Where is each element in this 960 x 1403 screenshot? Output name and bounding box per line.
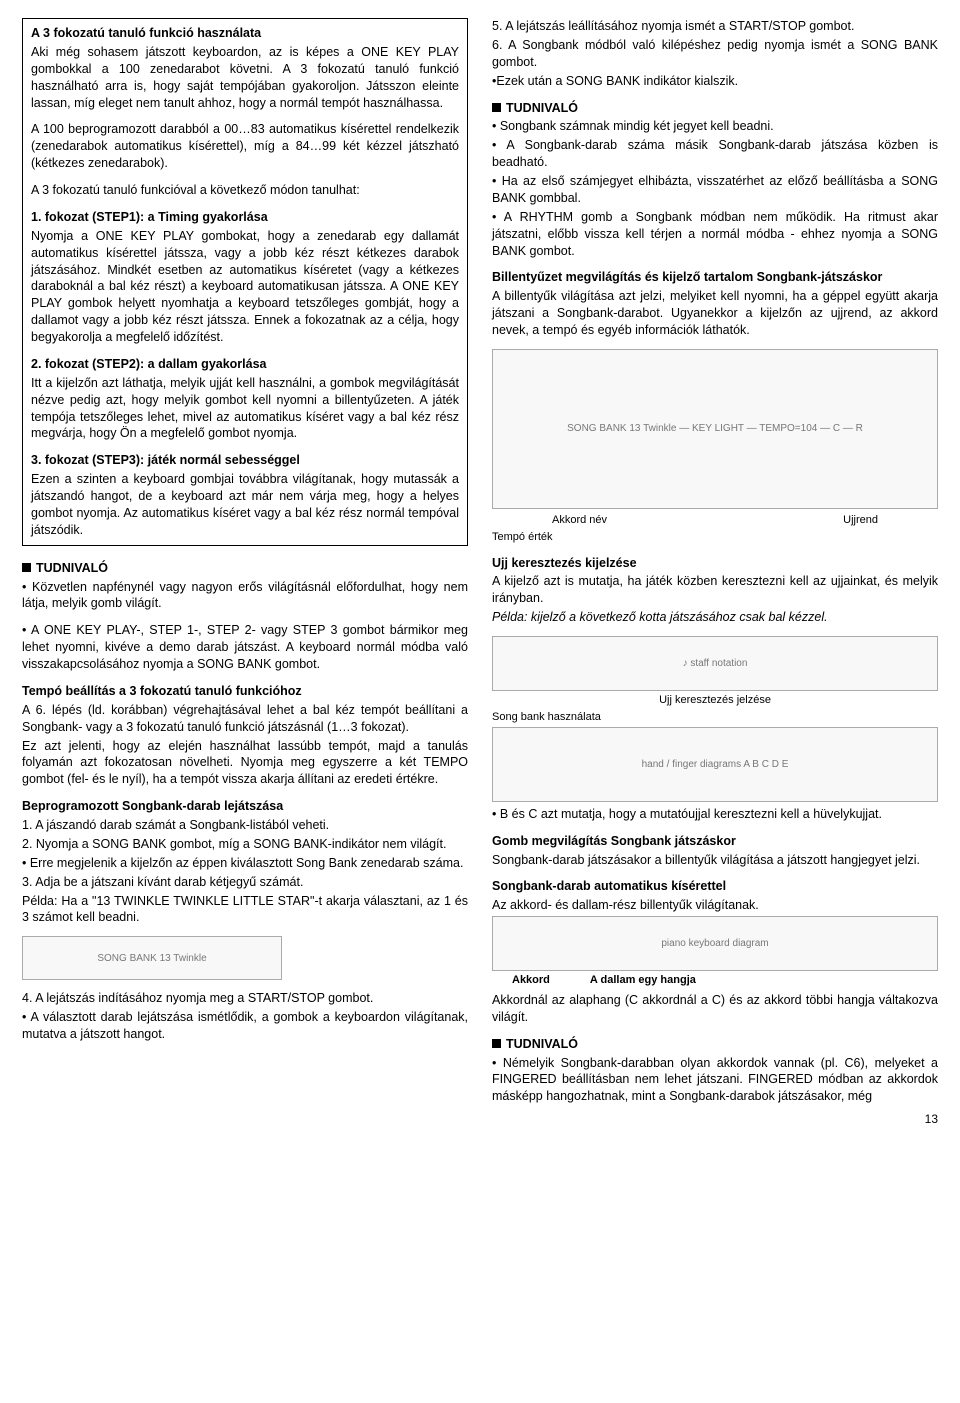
- bep-step2: 2. Nyomja a SONG BANK gombot, míg a SONG…: [22, 836, 468, 853]
- tud2-b2: • A Songbank-darab száma másik Songbank-…: [492, 137, 938, 171]
- step6b: •Ezek után a SONG BANK indikátor kialszi…: [492, 73, 938, 90]
- ujj-p2: Példa: kijelző a következő kotta játszás…: [492, 609, 938, 626]
- bill-para: A billentyűk világítása azt jelzi, melyi…: [492, 288, 938, 339]
- box-p2: A 100 beprogramozott darabból a 00…83 au…: [31, 121, 459, 172]
- gomb-para: Songbank-darab játszásakor a billentyűk …: [492, 852, 938, 869]
- keys-c2: A dallam egy hangja: [590, 973, 696, 988]
- step2-heading: 2. fokozat (STEP2): a dallam gyakorlása: [31, 356, 459, 373]
- tud2-b1: • Songbank számnak mindig két jegyet kel…: [492, 118, 938, 135]
- bep-step2b: • Erre megjelenik a kijelzőn az éppen ki…: [22, 855, 468, 872]
- tudnivalo-3-heading: TUDNIVALÓ: [492, 1036, 938, 1053]
- staff-caption: Ujj keresztezés jelzése: [492, 693, 938, 708]
- caption-tempo: Tempó érték: [492, 530, 938, 545]
- bep-step3: 3. Adja be a játszani kívánt darab kétje…: [22, 874, 468, 891]
- tempo-heading: Tempó beállítás a 3 fokozatú tanuló funk…: [22, 683, 468, 700]
- right-column: 5. A lejátszás leállításához nyomja ismé…: [492, 18, 938, 1105]
- page-number: 13: [22, 1111, 938, 1127]
- beprog-heading: Beprogramozott Songbank-darab lejátszása: [22, 798, 468, 815]
- bep-step3b: Példa: Ha a "13 TWINKLE TWINKLE LITTLE S…: [22, 893, 468, 927]
- boxed-section: A 3 fokozatú tanuló funkció használata A…: [22, 18, 468, 546]
- tudnivalo-2-heading: TUDNIVALÓ: [492, 100, 938, 117]
- lcd-display-image: SONG BANK 13 Twinkle: [22, 936, 282, 980]
- step1-heading: 1. fokozat (STEP1): a Timing gyakorlása: [31, 209, 459, 226]
- step5: 5. A lejátszás leállításához nyomja ismé…: [492, 18, 938, 35]
- auto-heading: Songbank-darab automatikus kísérettel: [492, 878, 938, 895]
- tud2-b3: • Ha az első számjegyet elhibázta, vissz…: [492, 173, 938, 207]
- ujj-p1: A kijelző azt is mutatja, ha játék közbe…: [492, 573, 938, 607]
- bep-step1: 1. A jászandó darab számát a Songbank-li…: [22, 817, 468, 834]
- ujj-heading: Ujj keresztezés kijelzése: [492, 555, 938, 572]
- caption-akkord: Akkord név: [492, 513, 607, 528]
- step3-heading: 3. fokozat (STEP3): játék normál sebessé…: [31, 452, 459, 469]
- bep-step4b: • A választott darab lejátszása ismétlőd…: [22, 1009, 468, 1043]
- staff-caption2: Song bank használata: [492, 710, 938, 725]
- box-p1: Aki még sohasem játszott keyboardon, az …: [31, 44, 459, 112]
- step1-para: Nyomja a ONE KEY PLAY gombokat, hogy a z…: [31, 228, 459, 346]
- ujj-bc: • B és C azt mutatja, hogy a mutatóujjal…: [492, 806, 938, 823]
- box-p3: A 3 fokozatú tanuló funkcióval a követke…: [31, 182, 459, 199]
- tud1-bullet2: • A ONE KEY PLAY-, STEP 1-, STEP 2- vagy…: [22, 622, 468, 673]
- tudnivalo-1-heading: TUDNIVALÓ: [22, 560, 468, 577]
- bill-heading: Billentyűzet megvilágítás és kijelző tar…: [492, 269, 938, 286]
- keys-c1: Akkord: [512, 973, 550, 988]
- main-display-image: SONG BANK 13 Twinkle — KEY LIGHT — TEMPO…: [492, 349, 938, 509]
- box-heading: A 3 fokozatú tanuló funkció használata: [31, 25, 459, 42]
- step6: 6. A Songbank módból való kilépéshez ped…: [492, 37, 938, 71]
- keys-caption-row: Akkord A dallam egy hangja: [492, 973, 938, 988]
- auto-para: Az akkord- és dallam-rész billentyűk vil…: [492, 897, 938, 914]
- auto-para2: Akkordnál az alaphang (C akkordnál a C) …: [492, 992, 938, 1026]
- tud2-b4: • A RHYTHM gomb a Songbank módban nem mű…: [492, 209, 938, 260]
- bep-step4: 4. A lejátszás indításához nyomja meg a …: [22, 990, 468, 1007]
- step2-para: Itt a kijelzőn azt láthatja, melyik ujjá…: [31, 375, 459, 443]
- tud1-bullet1: • Közvetlen napfénynél vagy nagyon erős …: [22, 579, 468, 613]
- tud3-para: • Némelyik Songbank-darabban olyan akkor…: [492, 1055, 938, 1106]
- gomb-heading: Gomb megvilágítás Songbank játszáskor: [492, 833, 938, 850]
- caption-ujjrend: Ujjrend: [843, 513, 938, 528]
- step3-para: Ezen a szinten a keyboard gombjai tovább…: [31, 471, 459, 539]
- keyboard-image: piano keyboard diagram: [492, 916, 938, 971]
- hand-diagrams-image: hand / finger diagrams A B C D E: [492, 727, 938, 802]
- left-column: A 3 fokozatú tanuló funkció használata A…: [22, 18, 468, 1105]
- display-caption-row: Akkord név Ujjrend: [492, 513, 938, 528]
- tempo-para1: A 6. lépés (ld. korábban) végrehajtásáva…: [22, 702, 468, 736]
- staff-notation-image: ♪ staff notation: [492, 636, 938, 691]
- tempo-para2: Ez azt jelenti, hogy az elején használha…: [22, 738, 468, 789]
